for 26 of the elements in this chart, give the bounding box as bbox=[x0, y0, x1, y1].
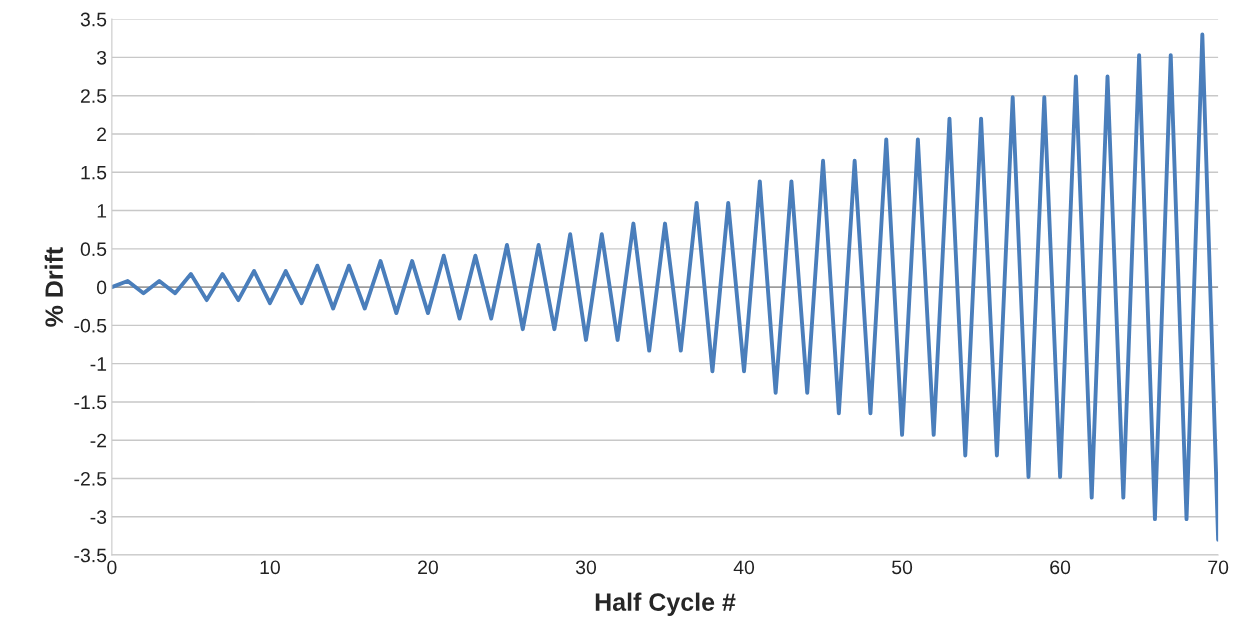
y-tick-label: 2.5 bbox=[80, 89, 107, 103]
y-tick-label: 3.5 bbox=[80, 12, 107, 27]
x-tick-label: 10 bbox=[260, 560, 280, 575]
line-series bbox=[111, 32, 1219, 542]
x-tick-label: 60 bbox=[1050, 560, 1071, 575]
x-tick-label: 30 bbox=[575, 560, 597, 575]
y-tick-label: -1 bbox=[90, 357, 107, 371]
y-tick-label: -3 bbox=[90, 510, 107, 525]
x-tick-label: 50 bbox=[892, 560, 913, 575]
y-tick-label: -2.5 bbox=[74, 471, 107, 486]
y-tick-label: 1 bbox=[97, 204, 107, 218]
y-tick-label: 0 bbox=[96, 280, 107, 295]
x-tick-label: 40 bbox=[733, 560, 755, 575]
y-tick-label: 0.5 bbox=[80, 242, 107, 257]
y-tick-label: 3 bbox=[96, 50, 107, 65]
y-axis-title: % Drift bbox=[44, 247, 63, 327]
x-axis-title: Half Cycle # bbox=[595, 592, 736, 616]
x-tick-label: 20 bbox=[418, 560, 438, 575]
y-tick-label: -0.5 bbox=[74, 318, 107, 333]
y-tick-label: -3.5 bbox=[74, 548, 107, 563]
y-tick-label: 1.5 bbox=[81, 165, 107, 180]
y-tick-label: -1.5 bbox=[74, 395, 107, 410]
x-tick-label: 70 bbox=[1208, 560, 1229, 575]
y-tick-label: -2 bbox=[90, 433, 107, 448]
y-tick-label: 2 bbox=[97, 127, 107, 142]
x-tick-label: 0 bbox=[107, 560, 117, 575]
